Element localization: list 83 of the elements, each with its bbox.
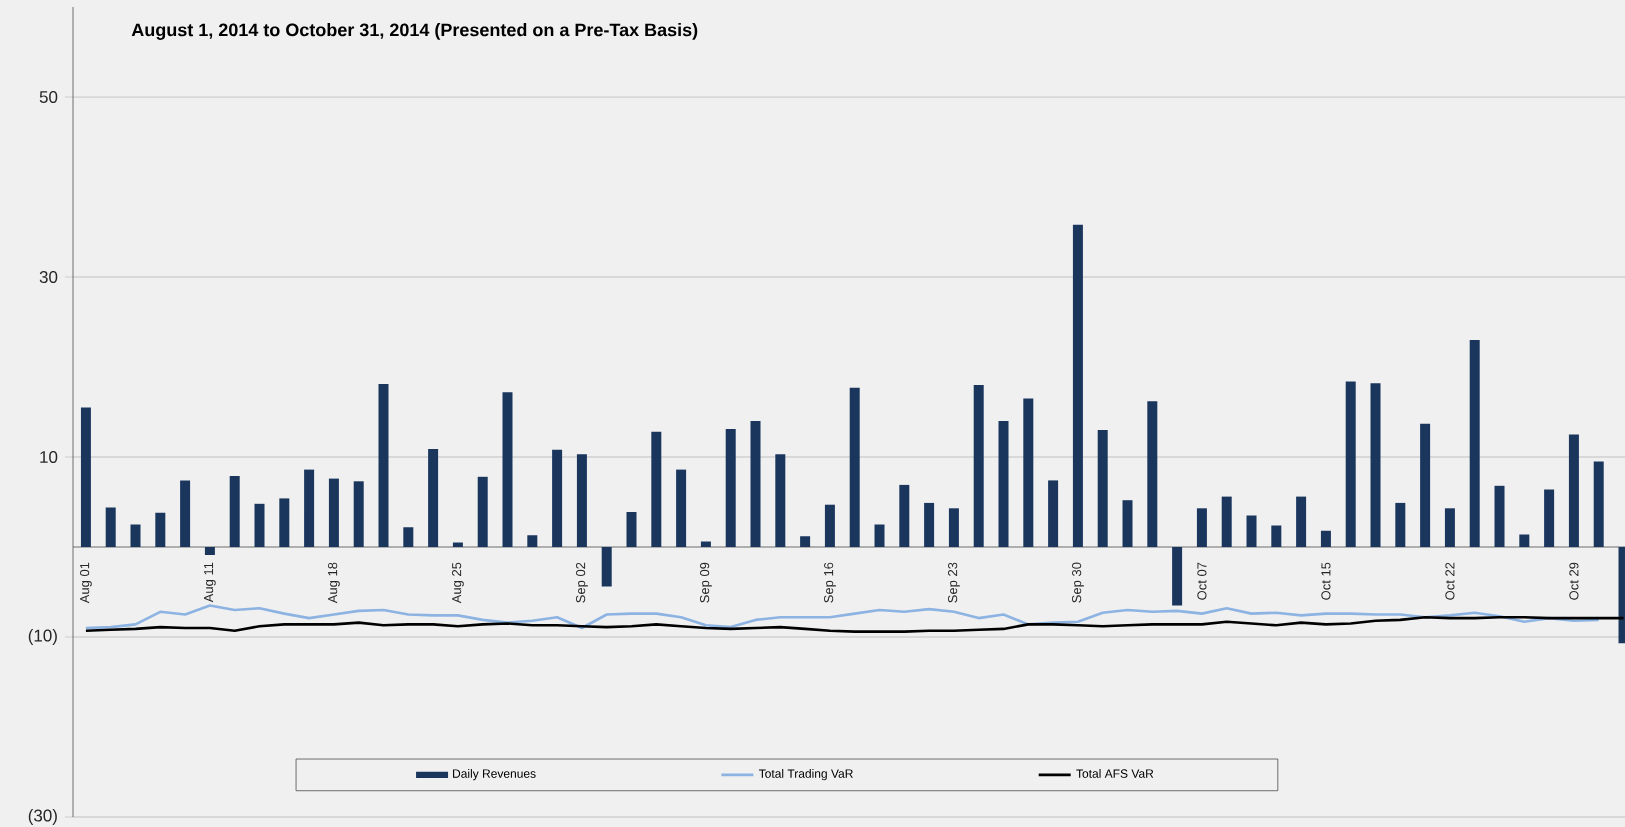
x-tick-label: Oct 15	[1321, 562, 1331, 600]
y-tick-label: 30	[39, 271, 58, 284]
bar	[1196, 508, 1207, 548]
bar	[1544, 489, 1555, 548]
bar	[651, 431, 662, 548]
bar	[1370, 383, 1381, 548]
x-tick-label: Aug 01	[80, 562, 92, 604]
x-tick-label: Aug 25	[452, 562, 464, 604]
bar	[725, 429, 736, 548]
bar	[1568, 434, 1579, 548]
bar	[130, 524, 141, 548]
y-tick-label: 50	[39, 91, 58, 104]
legend-label: Total Trading VaR	[758, 769, 853, 781]
legend-label: Total AFS VaR	[1076, 769, 1154, 778]
y-tick-label: (10)	[28, 629, 57, 645]
bar	[1172, 547, 1183, 606]
bar	[824, 504, 835, 548]
bar	[924, 502, 935, 548]
bar	[1122, 500, 1133, 548]
x-tick-label: Sep 23	[948, 562, 960, 603]
bar	[304, 469, 315, 548]
x-tick-label: Sep 30	[1072, 562, 1084, 603]
bar	[1296, 496, 1307, 548]
bar	[700, 541, 711, 548]
x-tick-label: Sep 02	[576, 562, 588, 603]
bar	[1147, 401, 1158, 548]
bar	[1420, 423, 1431, 548]
bar	[899, 484, 910, 548]
bar	[874, 524, 885, 548]
bar	[1221, 496, 1232, 548]
bar	[800, 536, 811, 548]
bar	[849, 387, 860, 548]
text: August 1, 2014 to October 31, 2014 (Presented on a Pre-Tax Basis)	[131, 23, 698, 40]
bar	[1593, 461, 1604, 548]
bar	[378, 384, 389, 548]
x-tick-label: Aug 18	[328, 562, 340, 604]
bar	[80, 407, 91, 548]
bar	[1395, 502, 1406, 548]
bar	[279, 498, 290, 548]
bar	[1023, 398, 1034, 548]
bar	[1072, 224, 1083, 548]
bar	[948, 508, 959, 548]
bar	[576, 454, 587, 548]
bar	[1469, 340, 1480, 548]
bar	[1320, 530, 1331, 548]
y-tick-label: (30)	[28, 809, 57, 825]
x-tick-label: Sep 09	[700, 562, 712, 603]
bar	[1444, 508, 1455, 548]
bar	[403, 527, 414, 548]
bar	[353, 481, 364, 548]
bar	[1271, 525, 1282, 548]
bar	[105, 507, 116, 548]
x-tick-label: Oct 22	[1445, 562, 1455, 600]
bar	[328, 478, 339, 548]
y-tick-label: 10	[40, 451, 58, 464]
bar	[1519, 534, 1530, 548]
bar	[254, 503, 265, 548]
x-tick-label: Oct 29	[1569, 562, 1579, 600]
legend-label: Daily Revenues	[453, 769, 536, 781]
bar	[477, 476, 488, 548]
bar	[1345, 381, 1356, 548]
x-tick-label: Aug 11	[204, 562, 216, 603]
bar	[775, 454, 786, 548]
bar	[229, 475, 240, 548]
bar	[973, 385, 984, 548]
bar	[552, 449, 563, 548]
bar	[527, 535, 538, 548]
bar	[180, 480, 191, 548]
bar	[1494, 485, 1505, 548]
bar	[155, 512, 166, 548]
bar	[1097, 430, 1108, 548]
bar	[502, 392, 513, 548]
bar	[1048, 480, 1059, 548]
bar	[626, 511, 637, 548]
bar	[601, 547, 612, 587]
bar	[750, 421, 761, 548]
bar	[998, 421, 1009, 548]
x-tick-label: Oct 07	[1197, 562, 1207, 600]
bar	[1246, 515, 1257, 548]
bar	[204, 547, 215, 556]
bar	[676, 469, 687, 548]
bar	[428, 448, 439, 548]
x-tick-label: Sep 16	[824, 562, 836, 603]
